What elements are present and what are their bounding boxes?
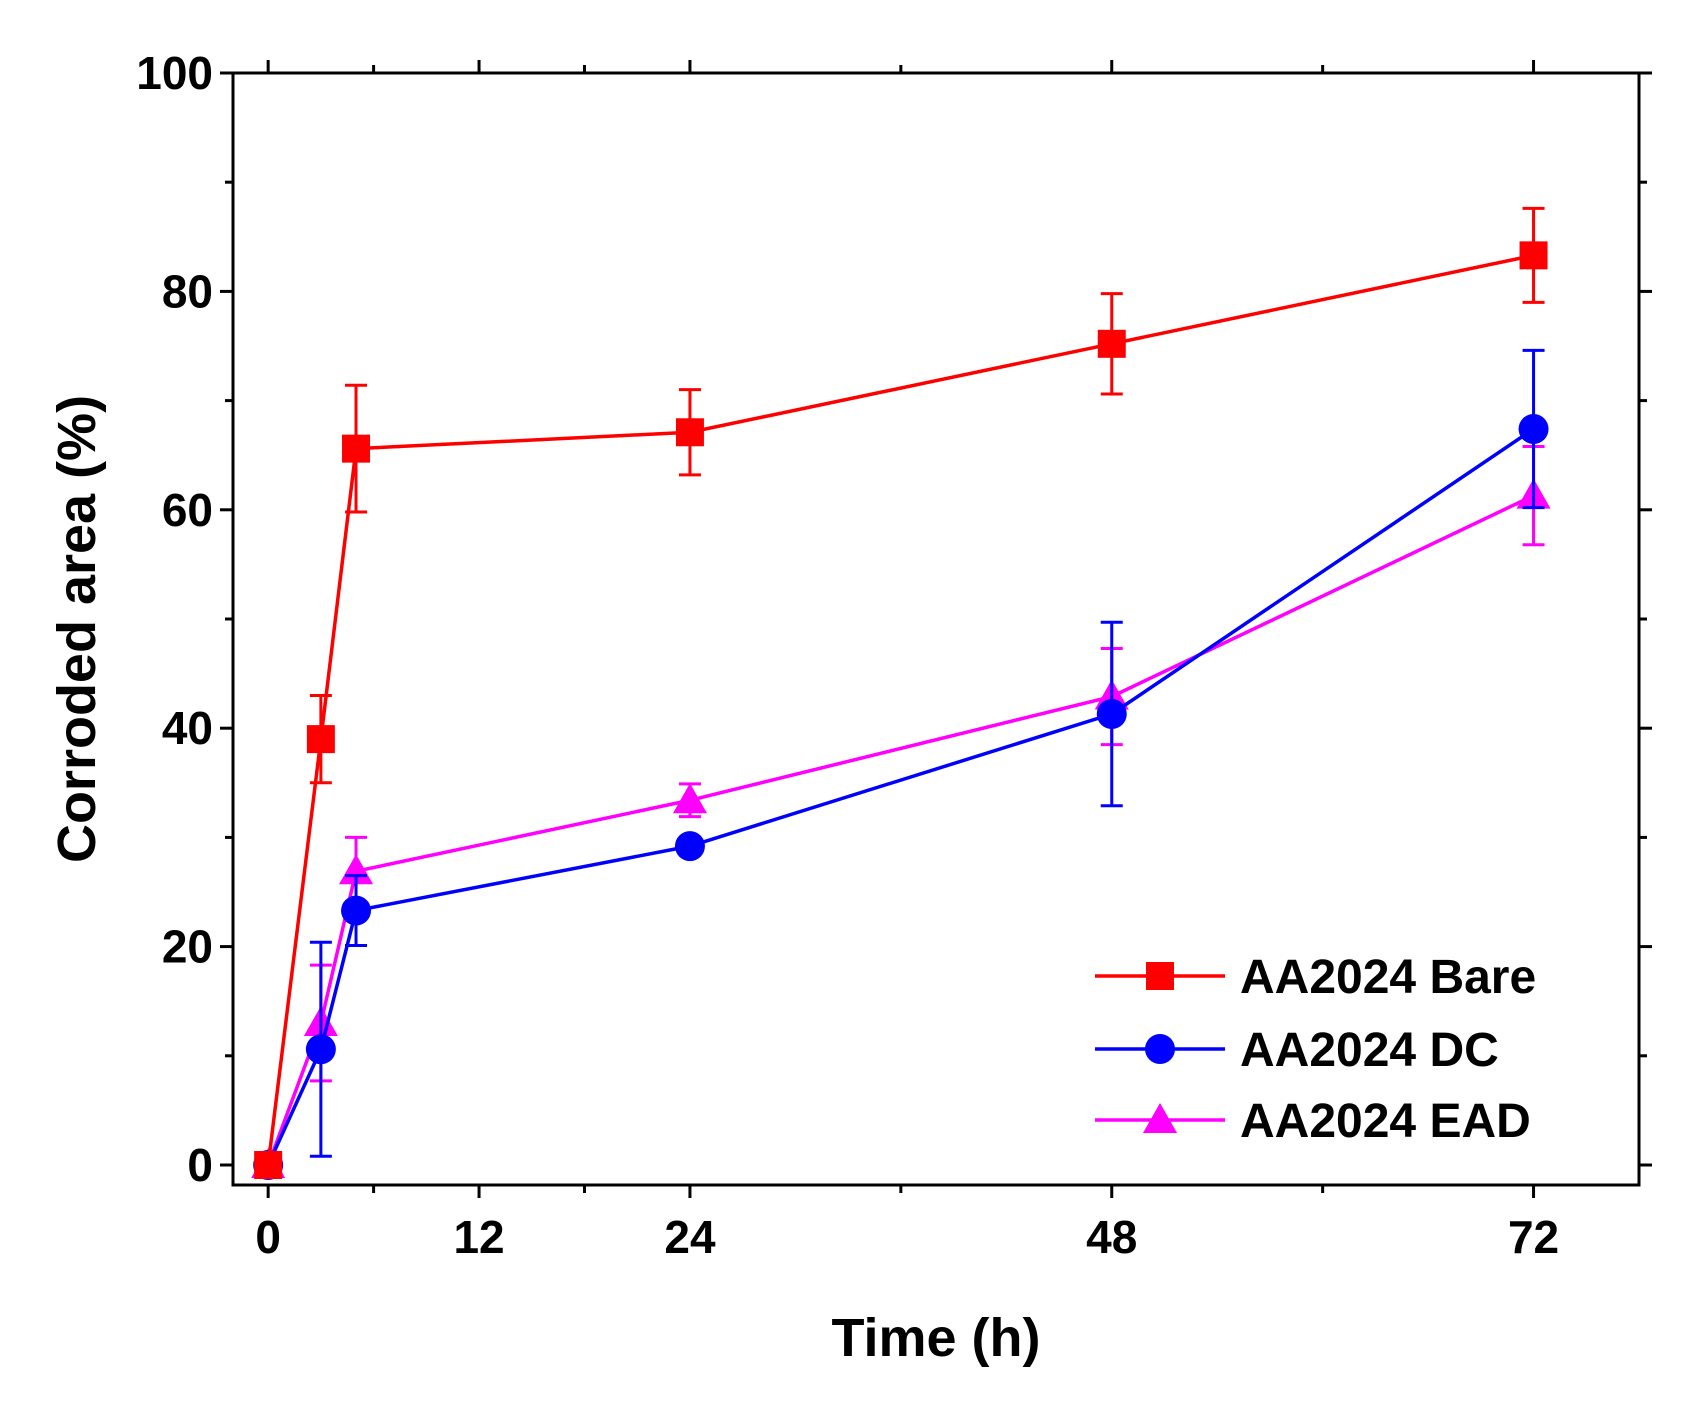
y-tick-label: 0 [187,1139,213,1191]
series-line-bare [266,253,1534,1166]
data-point-bare [675,418,704,447]
data-point-bare [1519,241,1548,270]
x-tick-label: 0 [255,1211,281,1263]
legend-label-bare: AA2024 Bare [1240,951,1536,1004]
y-axis-title: Corroded area (%) [47,395,107,863]
y-tick-label: 80 [162,265,213,317]
series-line-dc [266,427,1535,1166]
data-point-bare [254,1151,283,1179]
data-point-ead [672,783,707,814]
plot-frame [231,71,1641,1187]
legend-marker-dc [1145,1034,1175,1064]
tick-labels: 0 12 24 48 72 0 20 40 60 80 100 [136,47,1559,1263]
y-tick-label: 100 [136,47,213,99]
x-tick-label: 72 [1508,1211,1559,1263]
legend-label-dc: AA2024 DC [1240,1024,1499,1077]
data-point-dc [1518,413,1549,444]
series-bare [254,206,1548,1179]
data-point-bare [1097,329,1126,358]
x-tick-label: 24 [664,1211,716,1263]
ticks [220,60,1652,1198]
data-point-bare [306,725,335,754]
x-tick-label: 48 [1086,1211,1137,1263]
y-tick-label: 40 [162,702,213,754]
legend-label-ead: AA2024 EAD [1240,1095,1531,1148]
series-layer [251,206,1551,1180]
legend: AA2024 Bare AA2024 DC AA2024 EAD [1095,951,1536,1148]
x-axis-title: Time (h) [831,1308,1040,1368]
y-tick-label: 20 [162,921,213,973]
legend-marker-ead [1143,1103,1177,1133]
legend-marker-bare [1146,962,1174,990]
y-tick-label: 60 [162,484,213,536]
data-point-dc [341,895,372,926]
data-point-dc [674,831,705,862]
data-point-dc [305,1034,336,1065]
x-tick-label: 12 [453,1211,504,1263]
data-point-dc [1096,699,1127,730]
data-point-bare [342,434,371,463]
